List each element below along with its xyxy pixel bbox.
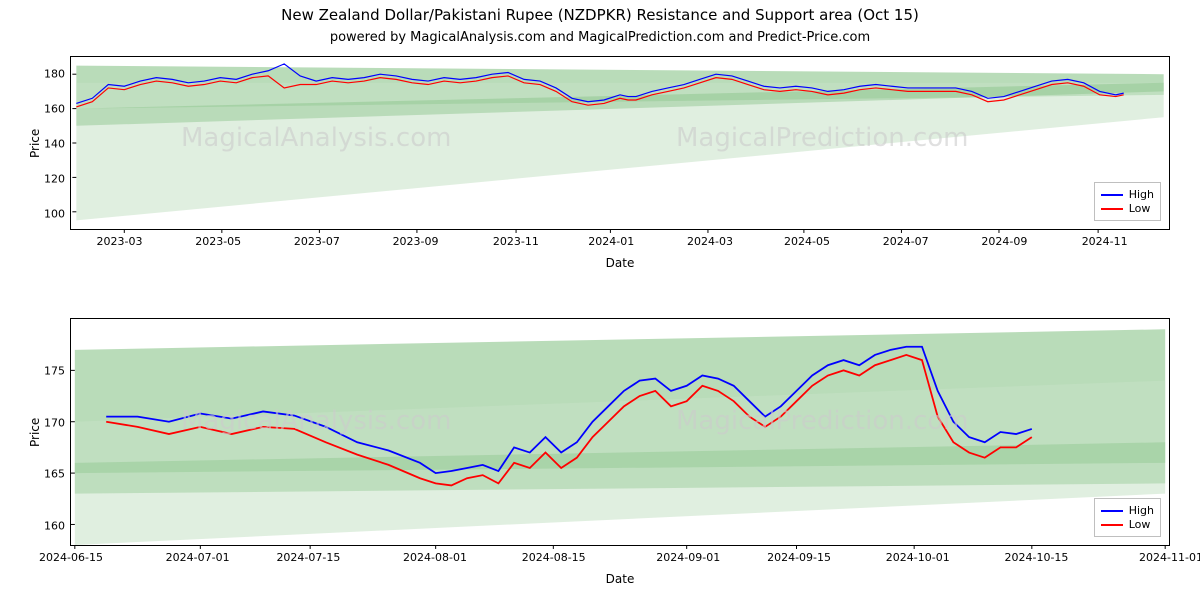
x-tick-label: 2024-06-15 bbox=[39, 545, 103, 564]
x-tick-label: 2024-07-15 bbox=[276, 545, 340, 564]
legend-swatch-low bbox=[1101, 524, 1123, 526]
y-tick-label: 120 bbox=[44, 172, 71, 185]
legend-row-high: High bbox=[1101, 188, 1154, 201]
x-tick-label: 2023-07 bbox=[294, 229, 340, 248]
top-y-axis-label: Price bbox=[28, 129, 42, 158]
x-tick-label: 2024-10-01 bbox=[886, 545, 950, 564]
y-tick-label: 170 bbox=[44, 416, 71, 429]
x-tick-label: 2024-11-01 bbox=[1139, 545, 1200, 564]
y-tick-label: 175 bbox=[44, 364, 71, 377]
x-tick-label: 2024-03 bbox=[687, 229, 733, 248]
chart-title: New Zealand Dollar/Pakistani Rupee (NZDP… bbox=[0, 6, 1200, 24]
legend-row-low: Low bbox=[1101, 518, 1154, 531]
x-tick-label: 2024-09 bbox=[981, 229, 1027, 248]
legend: High Low bbox=[1094, 182, 1161, 221]
x-tick-label: 2024-09-01 bbox=[656, 545, 720, 564]
x-tick-label: 2024-08-01 bbox=[403, 545, 467, 564]
x-tick-label: 2024-11 bbox=[1082, 229, 1128, 248]
top-chart-svg bbox=[71, 57, 1169, 229]
legend-swatch-low bbox=[1101, 208, 1123, 210]
x-tick-label: 2023-11 bbox=[493, 229, 539, 248]
y-tick-label: 165 bbox=[44, 468, 71, 481]
bottom-chart-panel: High Low MagicalAnalysis.comMagicalPredi… bbox=[70, 318, 1170, 546]
legend-label-high: High bbox=[1129, 188, 1154, 201]
figure: New Zealand Dollar/Pakistani Rupee (NZDP… bbox=[0, 0, 1200, 600]
y-tick-label: 100 bbox=[44, 207, 71, 220]
x-tick-label: 2023-05 bbox=[195, 229, 241, 248]
x-tick-label: 2024-07 bbox=[883, 229, 929, 248]
x-tick-label: 2024-08-15 bbox=[522, 545, 586, 564]
x-tick-label: 2024-09-15 bbox=[767, 545, 831, 564]
x-tick-label: 2024-05 bbox=[784, 229, 830, 248]
x-tick-label: 2024-10-15 bbox=[1004, 545, 1068, 564]
x-tick-label: 2023-03 bbox=[97, 229, 143, 248]
x-tick-label: 2024-07-01 bbox=[166, 545, 230, 564]
legend-label-low: Low bbox=[1129, 202, 1151, 215]
y-tick-label: 140 bbox=[44, 138, 71, 151]
bottom-y-axis-label: Price bbox=[28, 418, 42, 447]
x-tick-label: 2024-01 bbox=[588, 229, 634, 248]
legend: High Low bbox=[1094, 498, 1161, 537]
legend-row-high: High bbox=[1101, 504, 1154, 517]
legend-swatch-high bbox=[1101, 194, 1123, 196]
x-tick-label: 2023-09 bbox=[393, 229, 439, 248]
bottom-chart-svg bbox=[71, 319, 1169, 545]
legend-label-high: High bbox=[1129, 504, 1154, 517]
legend-row-low: Low bbox=[1101, 202, 1154, 215]
legend-label-low: Low bbox=[1129, 518, 1151, 531]
y-tick-label: 160 bbox=[44, 103, 71, 116]
legend-swatch-high bbox=[1101, 510, 1123, 512]
top-x-axis-label: Date bbox=[70, 256, 1170, 270]
y-tick-label: 160 bbox=[44, 520, 71, 533]
top-chart-panel: High Low MagicalAnalysis.comMagicalPredi… bbox=[70, 56, 1170, 230]
chart-subtitle: powered by MagicalAnalysis.com and Magic… bbox=[0, 30, 1200, 45]
y-tick-label: 180 bbox=[44, 68, 71, 81]
bottom-x-axis-label: Date bbox=[70, 572, 1170, 586]
